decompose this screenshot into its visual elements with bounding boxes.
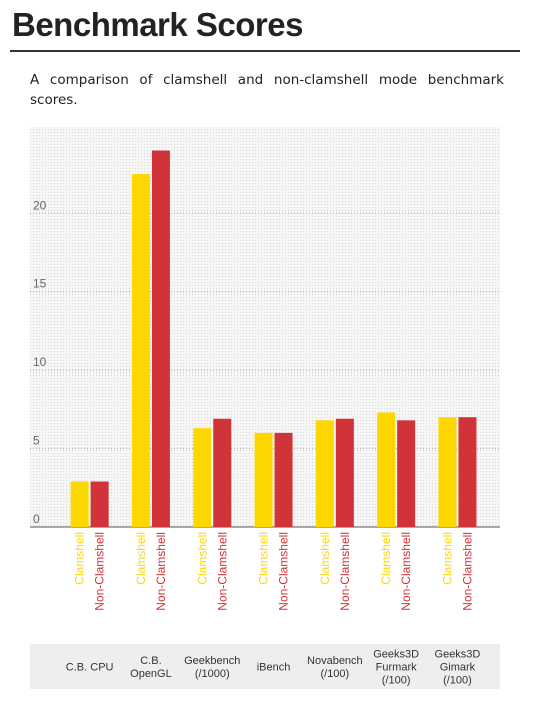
bar-non-clamshell-4 — [335, 418, 354, 527]
y-tick-label: 0 — [33, 512, 40, 526]
bar-clamshell-1 — [131, 174, 150, 527]
bar-series-label: Non-Clamshell — [277, 532, 291, 611]
bar-series-label: Clamshell — [318, 532, 332, 585]
bar-clamshell-4 — [315, 420, 334, 527]
bar-non-clamshell-5 — [397, 420, 416, 527]
bar-clamshell-5 — [377, 412, 396, 527]
bar-non-clamshell-6 — [458, 417, 477, 527]
y-tick-label: 15 — [33, 277, 47, 291]
bar-series-label: Clamshell — [195, 532, 209, 585]
category-label: iBench — [257, 662, 291, 674]
bar-series-label: Clamshell — [440, 532, 454, 585]
chart-subtitle: A comparison of clamshell and non-clamsh… — [30, 72, 504, 108]
bar-series-label: Non-Clamshell — [93, 532, 107, 611]
y-tick-label: 10 — [33, 355, 47, 369]
bar-clamshell-6 — [438, 417, 457, 527]
category-label: C.B. OpenGL — [130, 655, 172, 680]
bar-clamshell-2 — [193, 428, 212, 527]
category-label: C.B. CPU — [66, 662, 114, 674]
category-label: Geeks3D Furmark (/100) — [373, 649, 419, 687]
category-label: Geeks3D Gimark (/100) — [435, 649, 481, 687]
y-tick-label: 20 — [33, 198, 47, 212]
bar-series-label: Non-Clamshell — [215, 532, 229, 611]
bar-non-clamshell-3 — [274, 432, 293, 527]
bar-series-label: Clamshell — [73, 532, 87, 585]
bar-non-clamshell-2 — [213, 418, 232, 527]
bar-series-label: Non-Clamshell — [460, 532, 474, 611]
category-label: Geekbench (/1000) — [184, 655, 240, 680]
title-divider — [10, 50, 520, 52]
bar-series-label: Non-Clamshell — [399, 532, 413, 611]
category-label: Novabench (/100) — [307, 655, 363, 680]
bar-non-clamshell-0 — [90, 481, 109, 527]
bar-clamshell-0 — [70, 481, 89, 527]
bar-series-label: Non-Clamshell — [338, 532, 352, 611]
bar-clamshell-3 — [254, 432, 273, 527]
bar-series-label: Clamshell — [379, 532, 393, 585]
page-title: Benchmark Scores — [12, 6, 303, 43]
bar-non-clamshell-1 — [151, 150, 170, 527]
bar-series-label: Clamshell — [134, 532, 148, 585]
category-label-strip — [30, 644, 500, 689]
y-tick-label: 5 — [33, 434, 40, 448]
bar-series-label: Non-Clamshell — [154, 532, 168, 611]
bar-series-label: Clamshell — [257, 532, 271, 585]
